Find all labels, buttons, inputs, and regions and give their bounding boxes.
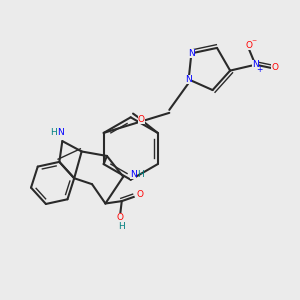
Text: N: N — [130, 170, 136, 179]
Text: +: + — [256, 65, 262, 74]
Text: O: O — [271, 63, 278, 72]
Text: ⁻: ⁻ — [252, 38, 257, 48]
Text: O: O — [138, 115, 145, 124]
Text: N: N — [252, 60, 259, 69]
Text: H: H — [50, 128, 57, 137]
Text: H: H — [137, 170, 144, 179]
Text: N: N — [58, 128, 64, 137]
Text: N: N — [188, 49, 195, 58]
Text: O: O — [137, 190, 144, 200]
Text: N: N — [185, 75, 192, 84]
Text: O: O — [245, 41, 252, 50]
Text: O: O — [117, 213, 124, 222]
Text: H: H — [118, 222, 125, 231]
